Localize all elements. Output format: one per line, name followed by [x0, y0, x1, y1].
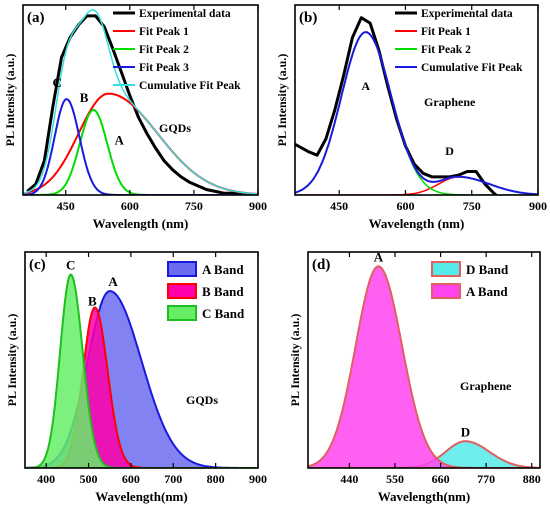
band-area-c-band — [25, 273, 258, 468]
legend-swatch — [167, 261, 197, 277]
plot-frame — [24, 251, 259, 469]
x-tick-label: 400 — [37, 472, 55, 486]
legend-swatch — [167, 305, 197, 321]
y-axis-label: PL Intensity (a.u.) — [275, 54, 289, 147]
plot-frame — [294, 4, 539, 196]
series-line-fit-peak-1 — [295, 176, 538, 195]
panel-a: 450 600 750 900 Wavelength (nm) PL Intensity … — [3, 4, 267, 231]
x-tick-label: 880 — [523, 472, 541, 486]
x-tick-label: 700 — [164, 472, 182, 486]
x-tick-label: 500 — [80, 472, 98, 486]
legend-label: B Band — [202, 284, 244, 299]
peak-label: D — [445, 144, 454, 158]
x-tick-label: 440 — [340, 472, 358, 486]
legend-label: A Band — [202, 262, 244, 277]
peak-label: A — [374, 249, 384, 264]
x-tick-label: 600 — [121, 199, 139, 213]
x-axis-label: Wavelength(nm) — [378, 489, 470, 504]
x-tick-label: 750 — [185, 199, 203, 213]
x-axis-label: Wavelength(nm) — [95, 489, 187, 504]
y-axis-label: PL Intensity (a.u.) — [5, 314, 19, 407]
legend-label: Fit Peak 1 — [139, 26, 189, 38]
x-tick-label: 900 — [529, 199, 547, 213]
panel-label: (b) — [299, 10, 317, 26]
sample-annotation: Graphene — [424, 95, 476, 109]
legend-label: Experimental data — [421, 8, 513, 20]
series-line-fit-peak-1 — [23, 92, 258, 195]
x-axis-label: Wavelength (nm) — [369, 216, 465, 231]
peak-label: A — [361, 79, 370, 93]
legend-label: Fit Peak 2 — [139, 44, 189, 56]
x-tick-label: 450 — [57, 199, 75, 213]
peak-label: A — [108, 274, 118, 289]
legend-swatch — [431, 261, 461, 277]
x-tick-label: 770 — [477, 472, 495, 486]
legend-label: D Band — [466, 262, 509, 277]
peak-label: C — [66, 258, 75, 273]
x-tick-label: 600 — [122, 472, 140, 486]
x-tick-label: 800 — [207, 472, 225, 486]
plot-area — [308, 265, 540, 468]
plot-area — [25, 273, 258, 468]
panel-label: (a) — [27, 10, 45, 26]
x-tick-label: 900 — [249, 199, 267, 213]
plot-area — [295, 16, 538, 195]
legend-label: Cumulative Fit Peak — [421, 62, 523, 74]
peak-label: B — [88, 294, 97, 309]
peak-label: B — [80, 90, 89, 105]
legend-swatch — [167, 283, 197, 299]
legend-label: Fit Peak 2 — [421, 44, 471, 56]
legend-label: Fit Peak 3 — [139, 62, 189, 74]
panel-c: 400 500 600 700 800 900 Wavelength(nm) PL Inten… — [5, 251, 267, 504]
peak-label: A — [114, 132, 124, 147]
series-line-cumulative-fit-peak — [23, 9, 258, 195]
series-line-cumulative-fit-peak — [295, 31, 538, 195]
peak-label: C — [52, 75, 61, 90]
x-tick-label: 450 — [330, 199, 348, 213]
legend-label: Experimental data — [139, 8, 231, 20]
sample-annotation: Graphene — [460, 379, 512, 393]
panel-label: (d) — [312, 257, 330, 273]
panel-b: 450 600 750 900 Wavelength (nm) PL Intensity … — [275, 4, 547, 231]
x-tick-label: 550 — [386, 472, 404, 486]
peak-label: D — [461, 424, 470, 439]
legend-label: Fit Peak 1 — [421, 26, 471, 38]
x-tick-label: 660 — [432, 472, 450, 486]
y-axis-label: PL Intensity (a.u.) — [3, 54, 17, 147]
x-tick-label: 750 — [463, 199, 481, 213]
sample-annotation: GQDs — [186, 393, 218, 407]
legend-label: C Band — [202, 306, 245, 321]
panel-label: (c) — [29, 257, 46, 273]
series-line-experimental-data — [26, 14, 258, 195]
plot-frame — [307, 251, 541, 469]
band-area-a-band — [308, 265, 540, 468]
x-tick-label: 900 — [249, 472, 267, 486]
x-axis-label: Wavelength (nm) — [93, 216, 189, 231]
plot-frame — [22, 4, 259, 196]
x-tick-label: 600 — [396, 199, 414, 213]
legend-label: Cumulative Fit Peak — [139, 80, 241, 92]
series-line-experimental-data — [295, 16, 499, 195]
series-line-fit-peak-3 — [23, 98, 258, 195]
y-axis-label: PL Intensity (a.u.) — [288, 314, 302, 407]
panel-d: 440 550 660 770 880 Wavelength(nm) PL Intensit… — [288, 249, 541, 504]
legend-swatch — [431, 283, 461, 299]
sample-annotation: GQDs — [159, 121, 191, 135]
legend-label: A Band — [466, 284, 508, 299]
